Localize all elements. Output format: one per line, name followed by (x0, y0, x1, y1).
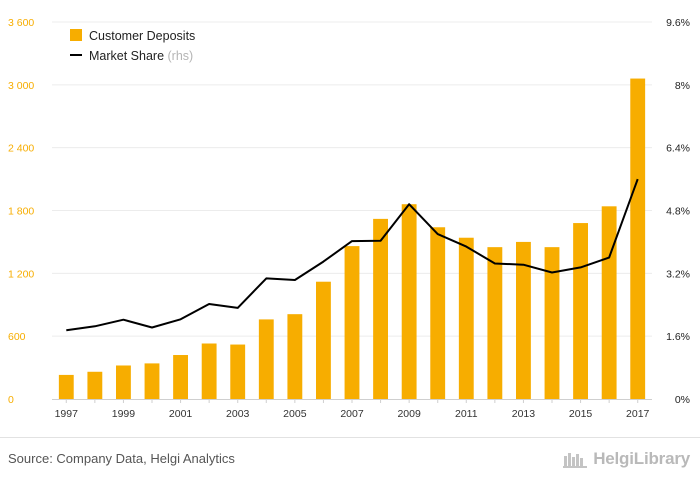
x-tick-label-1999: 1999 (112, 408, 136, 420)
y-right-tick-label: 8% (675, 80, 690, 92)
y-axis-left: 0 600 1 200 1 800 2 400 3 000 3 600 (8, 17, 34, 406)
bar-series (58, 78, 646, 400)
brand-logo-area: HelgiLibrary (563, 448, 690, 470)
y-right-tick-label: 1.6% (666, 331, 690, 343)
bar-2014 (544, 247, 560, 399)
bar-2000 (144, 363, 160, 399)
y-left-tick-label: 2 400 (8, 143, 34, 155)
y-left-tick-label: 3 000 (8, 80, 34, 92)
legend-label-market-share: Market Share (rhs) (89, 49, 193, 63)
footer-divider (0, 437, 700, 438)
x-tick-label-2007: 2007 (340, 408, 364, 420)
x-tick-label-2001: 2001 (169, 408, 193, 420)
x-tick-label-1997: 1997 (55, 408, 79, 420)
brand-name: HelgiLibrary (593, 449, 690, 468)
y-left-tick-label: 600 (8, 331, 26, 343)
bar-2010 (430, 227, 446, 399)
source-note: Source: Company Data, Helgi Analytics (8, 451, 235, 466)
legend-label-deposits: Customer Deposits (89, 29, 195, 43)
bar-2001 (173, 355, 188, 399)
y-right-tick-label: 9.6% (666, 17, 690, 29)
legend-swatch-deposits (70, 29, 82, 41)
x-axis: 1997 1999 2001 2003 2005 2007 2009 2011 2013 2015… (55, 399, 650, 420)
bar-2015 (573, 223, 588, 399)
y-right-tick-label: 4.8% (666, 206, 690, 218)
x-tick-label-2005: 2005 (283, 408, 307, 420)
bar-2006 (316, 281, 331, 399)
x-tick-label-2013: 2013 (512, 408, 536, 420)
bar-1998 (87, 371, 103, 399)
y-axis-right: 0% 1.6% 3.2% 4.8% 6.4% 8% 9.6% (666, 17, 690, 406)
legend-label-rhs: (rhs) (168, 49, 194, 63)
y-left-tick-label: 1 800 (8, 206, 34, 218)
bar-2016 (601, 206, 617, 399)
y-left-tick-label: 1 200 (8, 268, 34, 280)
y-left-tick-label: 3 600 (8, 17, 34, 29)
y-right-tick-label: 3.2% (666, 268, 690, 280)
y-right-tick-label: 6.4% (666, 143, 690, 155)
bar-2009 (401, 204, 417, 399)
x-tick-label-2009: 2009 (397, 408, 421, 420)
bar-2011 (458, 237, 474, 399)
x-tick-label-2017: 2017 (626, 408, 650, 420)
bar-2002 (201, 343, 217, 399)
chart: 1997 1999 2001 2003 2005 2007 2009 2011 2013 2015… (8, 17, 690, 420)
bar-2007 (344, 246, 360, 399)
bar-2013 (516, 241, 531, 399)
bar-2003 (230, 344, 246, 399)
bar-2004 (258, 319, 274, 399)
x-tick-label-2003: 2003 (226, 408, 250, 420)
library-icon (563, 453, 588, 468)
line-series (66, 178, 639, 332)
y-left-tick-label: 0 (8, 394, 14, 406)
legend-label-market-share-name: Market Share (89, 49, 164, 63)
legend: Customer Deposits Market Share (rhs) (70, 29, 195, 63)
x-tick-label-2011: 2011 (455, 408, 478, 420)
bar-2008 (373, 218, 388, 399)
bar-1997 (58, 374, 74, 399)
bar-2012 (487, 247, 503, 399)
bar-2017 (630, 78, 646, 400)
x-tick-label-2015: 2015 (569, 408, 593, 420)
bar-1999 (116, 365, 131, 399)
y-right-tick-label: 0% (675, 394, 690, 406)
bar-2005 (287, 314, 303, 399)
